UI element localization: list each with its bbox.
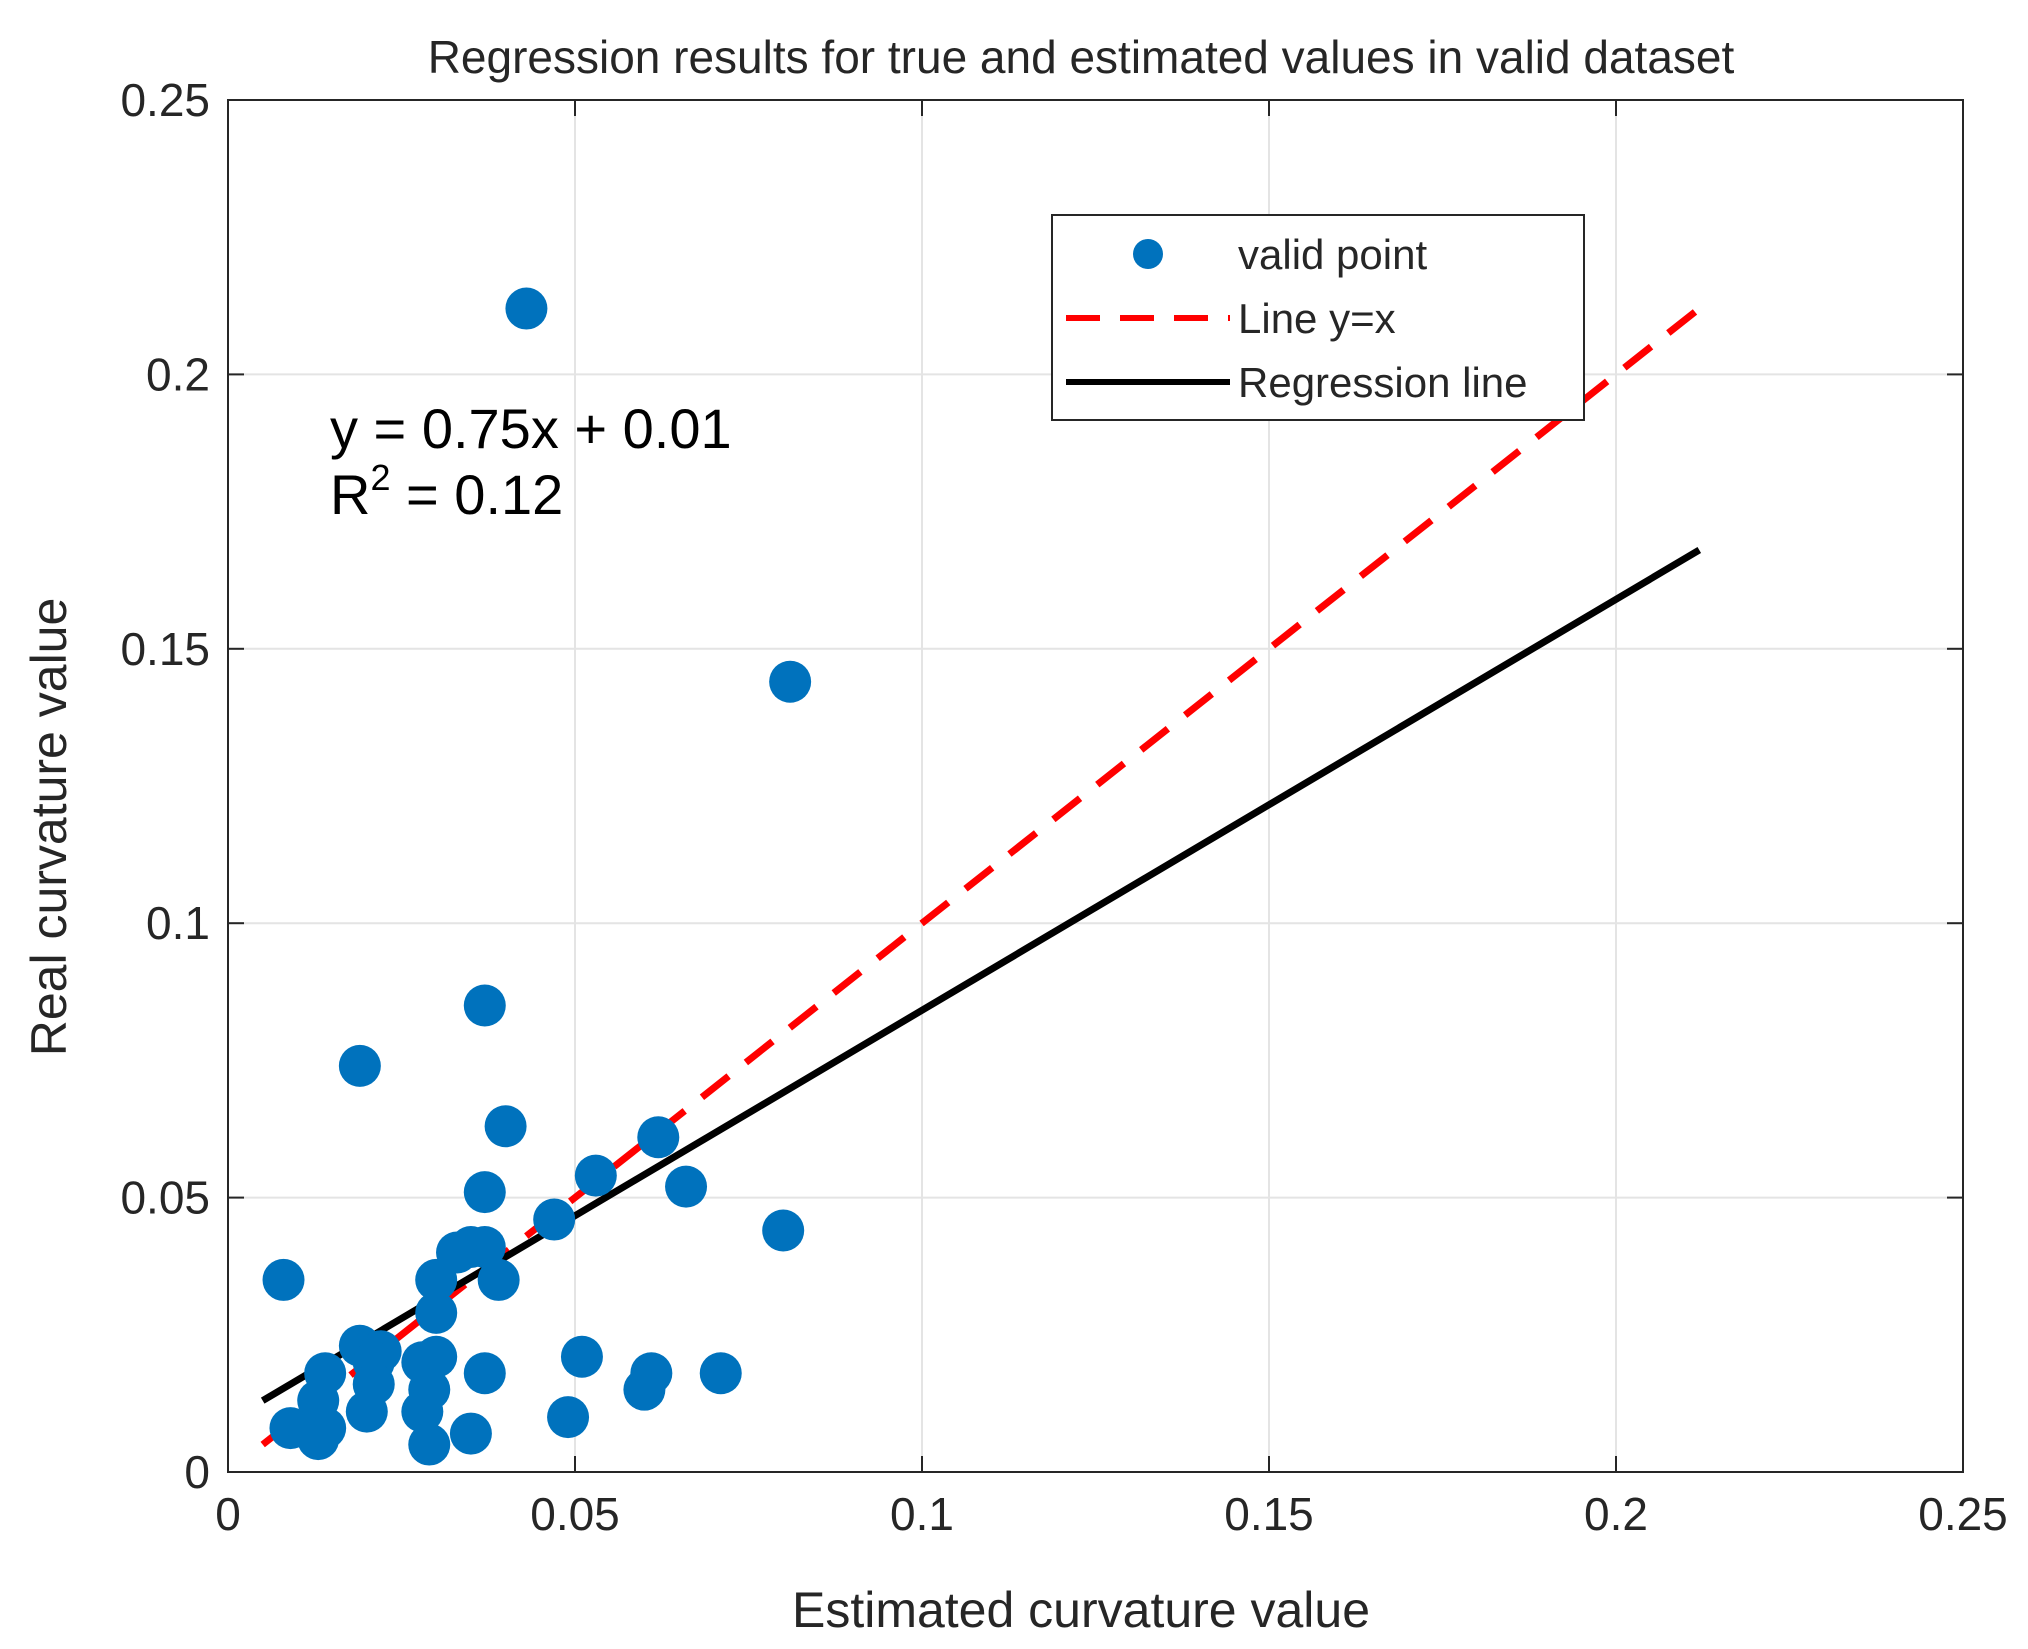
data-point — [262, 1258, 305, 1301]
data-point — [547, 1396, 590, 1439]
data-point — [338, 1044, 381, 1087]
chart-title: Regression results for true and estimate… — [428, 31, 1735, 83]
data-point — [477, 1258, 520, 1301]
data-point — [345, 1390, 388, 1433]
data-point — [574, 1154, 617, 1197]
r-squared-label: R — [330, 463, 370, 526]
y-tick-label: 0.15 — [120, 623, 210, 675]
data-point — [637, 1116, 680, 1159]
legend: valid point Line y=x Regression line — [1051, 214, 1585, 421]
data-point — [769, 660, 812, 703]
data-point — [699, 1352, 742, 1395]
data-point — [484, 1105, 527, 1148]
scatter-points — [262, 287, 812, 1466]
data-point — [665, 1165, 708, 1208]
y-tick-label: 0.2 — [146, 348, 210, 400]
data-point — [415, 1258, 458, 1301]
x-tick-label: 0 — [215, 1488, 241, 1540]
data-point — [401, 1390, 444, 1433]
data-point — [408, 1423, 451, 1466]
legend-marker-valid-point — [1133, 239, 1163, 269]
y-tick-label: 0.25 — [120, 74, 210, 126]
x-tick-label: 0.2 — [1584, 1488, 1648, 1540]
data-point — [762, 1209, 805, 1252]
r-squared-value: = 0.12 — [390, 463, 563, 526]
legend-label-regression-line: Regression line — [1238, 359, 1528, 406]
x-tick-label: 0.25 — [1918, 1488, 2008, 1540]
data-point — [623, 1368, 666, 1411]
data-point — [560, 1335, 603, 1378]
legend-label-line-y-x: Line y=x — [1238, 295, 1396, 342]
regression-annotation: y = 0.75x + 0.01 R2 = 0.12 — [330, 397, 732, 526]
data-point — [463, 984, 506, 1027]
regression-line — [260, 547, 1702, 1404]
x-tick-label: 0.15 — [1224, 1488, 1314, 1540]
plot-frame — [227, 99, 1964, 1473]
y-tick-label: 0 — [184, 1446, 210, 1498]
data-point — [533, 1198, 576, 1241]
y-tick-label: 0.05 — [120, 1172, 210, 1224]
data-point — [449, 1412, 492, 1455]
data-point — [463, 1171, 506, 1214]
x-tick-label: 0.1 — [890, 1488, 954, 1540]
data-point — [463, 1352, 506, 1395]
x-tick-label: 0.05 — [530, 1488, 620, 1540]
data-point — [415, 1291, 458, 1334]
regression-equation: y = 0.75x + 0.01 — [330, 397, 732, 460]
r-squared-text: R2 = 0.12 — [330, 457, 563, 526]
y-axis-label: Real curvature value — [21, 598, 77, 1057]
legend-label-valid-point: valid point — [1238, 231, 1427, 278]
r-squared-superscript: 2 — [370, 457, 390, 498]
axis-ticks: 0 0.05 0.1 0.15 0.2 0.25 0 0.05 0.1 0.15 0.2 0.25 — [120, 74, 2007, 1540]
y-tick-label: 0.1 — [146, 897, 210, 949]
x-axis-label: Estimated curvature value — [792, 1582, 1370, 1638]
data-point — [505, 287, 548, 330]
data-point — [297, 1418, 340, 1461]
